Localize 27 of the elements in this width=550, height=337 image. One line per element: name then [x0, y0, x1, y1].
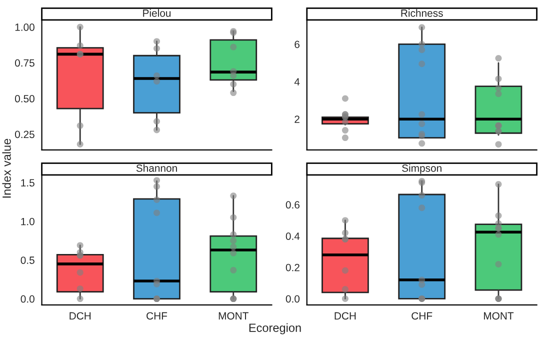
x-tick-label: DCH [70, 312, 91, 320]
y-tick-label: 0.5 [20, 256, 34, 264]
chart-title: Pielou [143, 9, 171, 17]
y-tick-label: 0.25 [14, 130, 34, 138]
y-tick-label: 6 [294, 40, 300, 48]
x-tick-label: CHF [146, 312, 168, 320]
y-axis-title: Index value [2, 138, 11, 198]
x-tick-label: CHF [412, 312, 432, 320]
y-tick-label: 1.00 [15, 24, 34, 31]
chart-title: Shannon [136, 164, 177, 172]
y-tick-label: 1.5 [21, 179, 34, 187]
x-axis-title: Ecoregion [249, 323, 301, 334]
y-tick-label: 0.75 [14, 59, 34, 67]
x-tick-label: MONT [484, 312, 514, 320]
chart-title: Richness [401, 9, 443, 17]
x-tick-label: MONT [218, 312, 248, 320]
y-tick-label: 0.2 [286, 264, 300, 272]
y-tick-label: 4 [294, 78, 300, 86]
x-tick-label: DCH [334, 312, 356, 320]
chart-title: Simpson [402, 164, 442, 174]
y-tick-label: 0.0 [286, 295, 300, 303]
y-tick-label: 1.0 [21, 218, 34, 226]
y-tick-label: 2 [294, 116, 300, 123]
y-tick-label: 0.4 [286, 232, 300, 240]
y-tick-label: 0.50 [14, 95, 34, 102]
y-tick-label: 0.0 [20, 295, 34, 303]
y-tick-label: 0.6 [286, 201, 300, 209]
